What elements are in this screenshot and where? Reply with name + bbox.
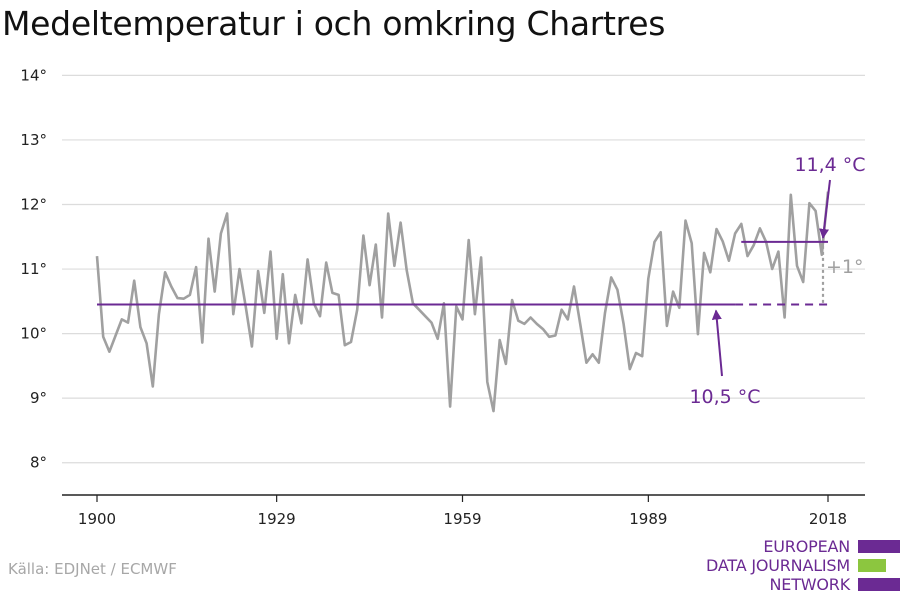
temperature-line — [95, 191, 830, 413]
x-tick-label: 2018 — [809, 510, 847, 528]
series-group — [95, 191, 830, 413]
x-tick-label: 1929 — [258, 510, 296, 528]
x-tick-label: 1989 — [629, 510, 667, 528]
baseline-annotation-label: 10,5 °C — [689, 386, 760, 408]
y-tick-label: 11° — [20, 260, 47, 278]
annotations: 10,5 °C 11,4 °C +1° — [689, 154, 865, 408]
x-tick-label: 1959 — [443, 510, 481, 528]
logo-bar-top — [858, 540, 900, 553]
x-axis: 1900 1929 1959 1989 2018 — [62, 494, 865, 528]
source-credit: Källa: EDJNet / ECMWF — [8, 560, 177, 578]
logo-bar-bottom — [858, 578, 900, 591]
logo-line-3: NETWORK — [769, 575, 851, 594]
y-axis: 8° 9° 10° 11° 12° 13° 14° — [20, 66, 47, 471]
delta-label: +1° — [826, 256, 864, 278]
recent-annotation-label: 11,4 °C — [794, 154, 865, 176]
logo-line-1: EUROPEAN — [763, 537, 850, 556]
logo-bar-middle — [858, 559, 886, 572]
recent-arrow — [819, 179, 831, 239]
baseline-arrow — [711, 309, 723, 377]
x-tick-label: 1900 — [78, 510, 116, 528]
y-tick-label: 12° — [20, 195, 47, 213]
y-tick-label: 8° — [30, 454, 47, 472]
y-tick-label: 9° — [30, 389, 47, 407]
chart-title: Medeltemperatur i och omkring Chartres — [2, 4, 666, 43]
y-tick-label: 14° — [20, 66, 47, 84]
y-tick-label: 13° — [20, 131, 47, 149]
y-tick-label: 10° — [20, 325, 47, 343]
edjnet-logo: EUROPEAN DATA JOURNALISM NETWORK — [700, 530, 900, 600]
reference-lines — [97, 240, 828, 306]
logo-line-2: DATA JOURNALISM — [706, 556, 850, 575]
